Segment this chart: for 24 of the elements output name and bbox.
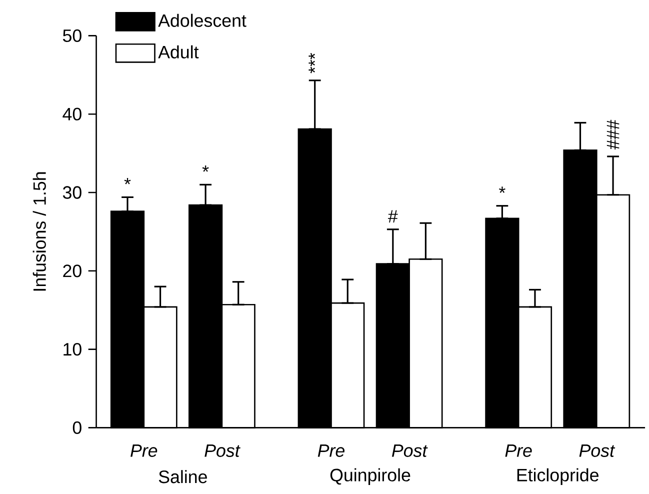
y-tick-label: 40 xyxy=(62,108,82,120)
y-tick-label: 10 xyxy=(64,342,82,356)
x-tick-label: Post xyxy=(204,444,240,457)
data-label: ### xyxy=(606,120,620,150)
x-tick-label: Pre xyxy=(318,444,344,457)
y-tick-label: 50 xyxy=(62,29,82,42)
legend-label: Adult xyxy=(158,45,199,58)
text: Saline xyxy=(158,470,207,484)
data-label: * xyxy=(499,186,506,193)
legend-label: Adolescent xyxy=(158,14,246,27)
data-label: * xyxy=(202,165,209,172)
y-tick-label: 0 xyxy=(72,421,82,434)
y-tick-label: 30 xyxy=(62,186,82,199)
text: Eticlopride xyxy=(517,468,599,485)
data-label: * xyxy=(124,178,131,184)
data-label: # xyxy=(388,210,398,222)
x-tick-label: Post xyxy=(579,444,616,457)
data-label: *** xyxy=(308,52,315,74)
y-tick-label: 20 xyxy=(63,264,82,278)
x-tick-label: Pre xyxy=(130,444,158,457)
y-axis-title: Infusions / 1.5h xyxy=(32,172,46,291)
x-tick-label: Post xyxy=(392,444,428,457)
x-tick-label: Pre xyxy=(505,444,532,457)
text: Quinpirole xyxy=(330,468,410,485)
